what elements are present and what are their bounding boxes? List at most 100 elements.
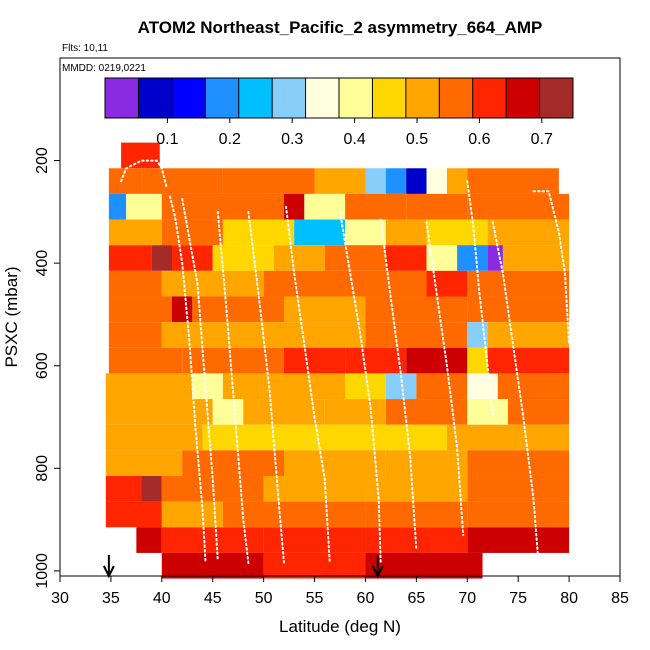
x-tick-label: 80 <box>560 590 578 607</box>
heatmap-cell <box>161 193 284 220</box>
heatmap-cell <box>365 322 468 348</box>
heatmap-cell <box>467 373 498 400</box>
heatmap-cell <box>467 475 570 502</box>
x-tick-label: 85 <box>611 590 629 607</box>
colorbar-swatch <box>439 78 474 118</box>
heatmap-cell <box>467 347 488 374</box>
heatmap-cell <box>467 399 508 425</box>
heatmap-cell <box>467 296 570 323</box>
heatmap-cell <box>141 168 223 194</box>
heatmap-cell <box>161 501 223 528</box>
flight-profile <box>285 205 331 565</box>
heatmap-cell <box>467 527 570 553</box>
heatmap-cell <box>105 424 203 451</box>
heatmap-cell <box>222 373 264 400</box>
y-tick-label: 600 <box>34 352 51 379</box>
heatmap-cell <box>141 475 162 502</box>
colorbar-frame <box>104 77 574 119</box>
colorbar-swatch <box>305 78 340 118</box>
x-axis-label: Latitude (deg N) <box>279 617 401 636</box>
heatmap-cell <box>385 168 407 194</box>
colorbar-swatch <box>405 78 440 118</box>
date-label: MMDD: 0219,0221 <box>62 63 146 74</box>
heatmap-cell <box>105 501 162 528</box>
heatmap-cell <box>108 296 172 323</box>
heatmap-cell <box>365 527 468 553</box>
heatmap-cell <box>105 475 142 502</box>
y-axis: 200 400 600 800 1000 <box>34 147 60 589</box>
x-tick-label: 60 <box>357 590 375 607</box>
flight-profile <box>466 180 494 418</box>
heatmap-cell <box>324 245 386 271</box>
colorbar-swatch <box>339 78 373 118</box>
heatmap-cell <box>263 373 346 400</box>
y-tick-label: 400 <box>34 250 51 277</box>
heatmap-cell <box>105 399 213 425</box>
heatmap-cell <box>416 373 468 400</box>
heatmap-cell <box>365 168 386 194</box>
heatmap-cell <box>365 296 468 323</box>
heatmap-cell <box>212 399 244 425</box>
flight-profile <box>532 190 571 347</box>
heatmap-cell <box>467 270 570 297</box>
heatmap-cell <box>487 219 570 246</box>
x-tick-label: 35 <box>102 590 120 607</box>
plot-frame <box>59 57 621 577</box>
heatmap-cell <box>508 399 570 425</box>
heatmap-cell <box>273 245 325 271</box>
heatmap-cells <box>105 142 570 579</box>
marker-arrow-head <box>102 565 115 579</box>
colorbar-swatch <box>205 78 240 118</box>
heatmap-cell <box>457 245 488 271</box>
x-tick-label: 70 <box>458 590 476 607</box>
y-tick-label: 800 <box>34 455 51 482</box>
heatmap-cell <box>192 296 284 323</box>
colorbar-ticks: 0.1 0.2 0.3 0.4 0.5 0.6 0.7 <box>156 118 553 148</box>
heatmap-cell <box>202 424 366 451</box>
heatmap-cell <box>345 270 427 297</box>
colorbar-tick-label: 0.7 <box>531 131 553 148</box>
colorbar-swatch <box>506 78 541 118</box>
heatmap-cell <box>284 347 346 374</box>
x-tick-label: 75 <box>509 590 527 607</box>
heatmap-cell <box>136 527 162 553</box>
heatmap-cell <box>192 373 223 400</box>
x-tick-label: 65 <box>407 590 425 607</box>
colorbar-swatch <box>171 78 206 118</box>
heatmap-cell <box>304 193 346 220</box>
heatmap-cell <box>182 347 284 374</box>
heatmap-cell <box>108 193 127 220</box>
heatmap-cell <box>426 219 488 246</box>
heatmap-cell <box>385 245 427 271</box>
heatmap-cell <box>105 450 183 476</box>
colorbar-tick-label: 0.4 <box>343 131 365 148</box>
x-tick-label: 50 <box>255 590 273 607</box>
heatmap-cell <box>324 399 386 425</box>
flights-label: Flts: 10,11 <box>62 43 108 54</box>
colorbar-tick-label: 0.6 <box>468 131 490 148</box>
heatmap-cell <box>365 475 468 502</box>
flight-profile <box>491 221 540 565</box>
heatmap-cell <box>406 193 468 220</box>
heatmap-cell <box>263 270 346 297</box>
heatmap-cell <box>108 270 162 297</box>
colorbar-swatch <box>539 78 574 118</box>
marker-arrow-head <box>371 565 384 579</box>
heatmap-cell <box>284 450 386 476</box>
heatmap-cell <box>487 245 503 271</box>
colorbar-tick-label: 0.1 <box>156 131 178 148</box>
heatmap-cell <box>446 424 570 451</box>
colorbar-swatch <box>238 78 273 118</box>
heatmap-cell <box>314 168 366 194</box>
heatmap-cell <box>263 475 366 502</box>
x-tick-label: 45 <box>204 590 222 607</box>
colorbar-tick-label: 0.2 <box>219 131 241 148</box>
colorbar-tick-label: 0.3 <box>281 131 303 148</box>
heatmap-cell <box>222 219 295 246</box>
heatmap-cell <box>365 424 447 451</box>
heatmap-cell <box>222 501 366 528</box>
heatmap-cell <box>108 322 162 348</box>
flight-profile <box>339 210 382 565</box>
heatmap-cell <box>151 245 172 271</box>
heatmap-cell <box>446 168 468 194</box>
